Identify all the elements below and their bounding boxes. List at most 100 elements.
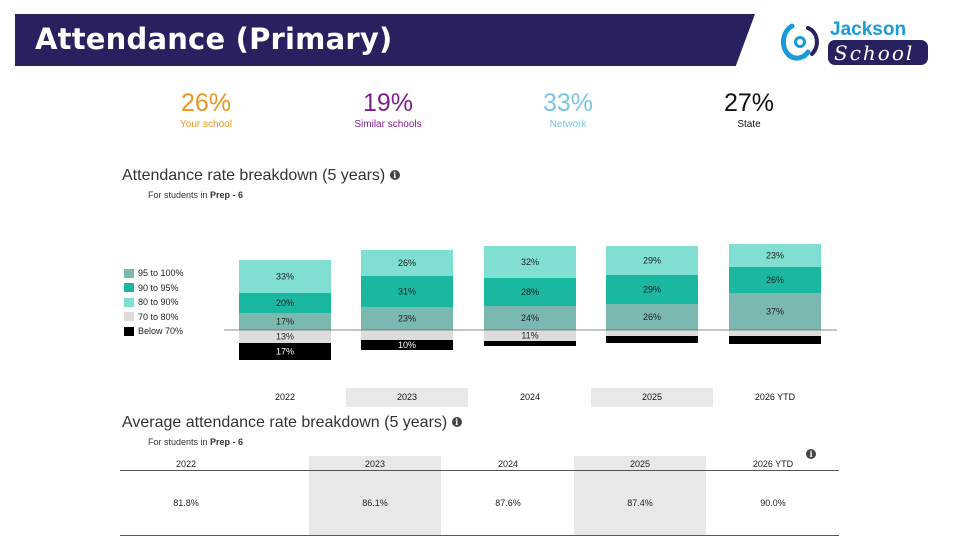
stat-value: 19% <box>362 89 414 117</box>
bar-segment <box>729 244 821 267</box>
bar-segment <box>606 246 698 275</box>
table-column: 2023 86.1% <box>309 456 441 536</box>
legend-label: 95 to 100% <box>138 268 184 279</box>
legend-swatch <box>124 312 134 322</box>
cell-value: 86.1% <box>362 498 388 508</box>
category-shade <box>346 388 468 407</box>
bar-segment <box>361 330 453 340</box>
data-label: 26% <box>398 258 416 268</box>
cell-value: 81.8% <box>173 498 199 508</box>
table-column: 2024 87.6% <box>442 456 574 536</box>
x-tick-label: 2026 YTD <box>755 392 796 402</box>
info-icon[interactable]: i <box>806 449 816 459</box>
table-bottom-border <box>120 535 839 536</box>
subtitle-prefix: For students in <box>148 190 208 200</box>
breakdown-title-row: Attendance rate breakdown (5 years) i <box>122 167 400 185</box>
bar-segment <box>239 330 331 343</box>
logo-word-2: School <box>834 41 914 65</box>
legend-swatch <box>124 297 134 307</box>
table-column: 2025 87.4% <box>574 456 706 536</box>
breakdown-title: Attendance rate breakdown (5 years) <box>122 167 386 184</box>
data-label: 13% <box>276 332 294 342</box>
data-label: 31% <box>398 287 416 297</box>
legend-label: 80 to 90% <box>138 297 179 308</box>
subtitle-bold: Prep - 6 <box>210 437 244 447</box>
data-label: 20% <box>276 298 294 308</box>
stat-label: State <box>737 119 761 130</box>
stat-state: 27% State <box>689 88 809 131</box>
bar-segment <box>361 250 453 276</box>
cell-value: 87.6% <box>495 498 521 508</box>
header-banner: Attendance (Primary) <box>15 14 755 66</box>
data-label: 28% <box>521 287 539 297</box>
bar-segment <box>484 306 576 330</box>
data-label: 11% <box>521 331 538 341</box>
bar-segment <box>606 330 698 336</box>
stat-label: Similar schools <box>354 119 422 130</box>
bar-segment <box>484 278 576 306</box>
x-tick-label: 2025 <box>642 392 662 402</box>
table-column: 2022 81.8% <box>120 456 252 536</box>
stat-value: 33% <box>542 89 594 117</box>
column-header: 2023 <box>364 459 386 469</box>
bar-segment <box>606 275 698 304</box>
info-icon[interactable]: i <box>389 170 400 180</box>
subtitle-bold: Prep - 6 <box>210 190 244 200</box>
bar-segment <box>239 260 331 293</box>
table-header-divider <box>120 470 839 471</box>
bar-segment <box>484 246 576 278</box>
stat-label: Network <box>549 119 587 130</box>
x-tick-label: 2024 <box>520 392 540 402</box>
legend-label: 90 to 95% <box>138 282 179 293</box>
bar-segment <box>239 343 331 360</box>
data-label: 23% <box>398 314 416 324</box>
data-label: 10% <box>398 340 416 350</box>
column-header: 2026 YTD <box>752 459 794 469</box>
legend-item: 80 to 90% <box>124 295 184 310</box>
data-label: 17% <box>276 347 294 357</box>
page-title: Attendance (Primary) <box>35 22 393 56</box>
data-label: 23% <box>766 251 784 261</box>
legend-item: 70 to 80% <box>124 310 184 325</box>
category-shade <box>591 388 713 407</box>
info-icon[interactable]: i <box>451 417 462 427</box>
average-title-row: Average attendance rate breakdown (5 yea… <box>122 414 462 432</box>
data-label: 17% <box>276 317 294 327</box>
bar-segment <box>729 293 821 330</box>
legend-label: 70 to 80% <box>138 311 179 322</box>
legend-item: 90 to 95% <box>124 281 184 296</box>
column-header: 2025 <box>629 459 651 469</box>
legend-item: Below 70% <box>124 324 184 339</box>
average-subtitle: For students in Prep - 6 <box>148 437 243 447</box>
legend-item: 95 to 100% <box>124 266 184 281</box>
bar-segment <box>361 340 453 350</box>
subtitle-prefix: For students in <box>148 437 208 447</box>
table-column: 2026 YTD 90.0% <box>707 456 839 536</box>
bar-segment <box>239 313 331 330</box>
data-label: 26% <box>766 275 784 285</box>
chart-legend: 95 to 100% 90 to 95% 80 to 90% 70 to 80%… <box>124 266 184 339</box>
data-label: 32% <box>521 257 539 267</box>
logo-word-1: Jackson <box>830 19 906 40</box>
data-label: 33% <box>276 272 294 282</box>
stat-your-school: 26% Your school <box>146 88 266 131</box>
school-logo: Jackson School <box>781 19 928 65</box>
data-label: 29% <box>643 285 661 295</box>
stat-similar-schools: 19% Similar schools <box>328 88 448 131</box>
stat-value: 27% <box>723 89 775 117</box>
data-label: 24% <box>521 313 539 323</box>
legend-label: Below 70% <box>138 326 184 337</box>
breakdown-subtitle: For students in Prep - 6 <box>148 190 243 200</box>
column-header: 2024 <box>497 459 519 469</box>
bar-segment <box>484 341 576 346</box>
bar-segment <box>606 336 698 343</box>
bar-segment <box>729 336 821 344</box>
stat-network: 33% Network <box>508 88 628 131</box>
cell-value: 90.0% <box>760 498 786 508</box>
cell-value: 87.4% <box>627 498 653 508</box>
bar-segment <box>361 276 453 307</box>
bar-segment <box>729 267 821 293</box>
legend-swatch <box>124 283 134 293</box>
legend-swatch <box>124 326 134 336</box>
